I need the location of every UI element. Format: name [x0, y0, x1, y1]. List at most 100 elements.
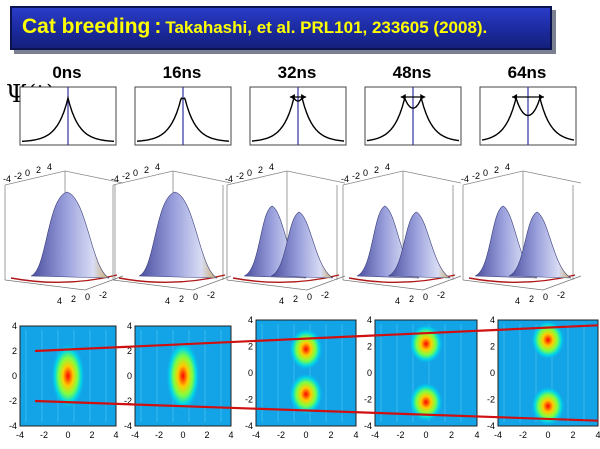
surface-top-tick: 4 [385, 162, 390, 172]
surface-box [462, 170, 582, 280]
heatmap-x-tick: -4 [252, 430, 260, 440]
heatmap-y-tick: -4 [245, 421, 253, 431]
heatmap-y-tick: -4 [364, 421, 372, 431]
heatmap-y-tick: 4 [248, 315, 253, 325]
surface-floor [226, 275, 346, 291]
heatmap-blob [51, 343, 85, 409]
heatmap-blob [409, 382, 443, 423]
profile-curve [366, 97, 460, 142]
heatmap-y-tick: 4 [127, 321, 132, 331]
heatmap-blob [166, 340, 200, 412]
fit-line-lower [34, 399, 599, 422]
surface-top-tick: -2 [236, 171, 244, 181]
heatmap-y-tick: -2 [245, 395, 253, 405]
surface-bottom-tick: 2 [529, 294, 534, 304]
surface-floor [112, 275, 232, 291]
heatmap-x-tick: 2 [570, 430, 575, 440]
surface-peak [138, 191, 218, 279]
heatmap-x-tick: 4 [113, 430, 118, 440]
surface-peak [30, 191, 110, 279]
surface-top-tick: -2 [122, 171, 130, 181]
heatmap-blob [531, 386, 565, 427]
time-label-2: 32ns [277, 63, 317, 82]
heatmap-panel-2: -4 -2 0 2 4 4 2 0 -2 -4 [245, 315, 359, 440]
heatmap-y-tick: -2 [487, 395, 495, 405]
surface-box [342, 170, 462, 280]
surface-bottom-tick: -2 [207, 290, 215, 300]
surface-top-tick: -4 [111, 174, 119, 184]
heatmap-x-tick: 2 [89, 430, 94, 440]
time-label-0: 0ns [52, 63, 82, 82]
heatmap-blob [409, 323, 443, 364]
surface-panel-0: -4 -2 0 2 44 2 0 -2 [3, 162, 124, 306]
heatmap-y-tick: 0 [367, 368, 372, 378]
heatmap-panel-4: -4 -2 0 2 4 4 2 0 -2 -4 [487, 315, 600, 440]
surface-bottom-tick: 0 [307, 292, 312, 302]
surface-top-tick: 2 [374, 165, 379, 175]
heatmap-y-tick: 0 [127, 371, 132, 381]
surface-bottom-tick: 0 [193, 292, 198, 302]
surface-bottom-tick: 4 [515, 296, 520, 306]
heatmap-y-tick: -4 [487, 421, 495, 431]
surface-panel-1: -4 -2 0 2 44 2 0 -2 [111, 162, 232, 306]
heatmap-y-tick: 0 [12, 371, 17, 381]
surface-top-tick: -4 [341, 174, 349, 184]
surface-peak [508, 211, 572, 279]
heatmap-x-tick: -2 [155, 430, 163, 440]
surface-bottom-tick: -2 [99, 290, 107, 300]
heatmap-y-tick: -2 [9, 396, 17, 406]
heatmap-x-tick: 4 [595, 430, 600, 440]
heatmap-x-tick: 0 [303, 430, 308, 440]
title-reference: Takahashi, et al. PRL101, 233605 (2008). [165, 18, 488, 37]
title-text: Cat breeding: Takahashi, et al. PRL101, 2… [22, 15, 487, 39]
heatmap-y-tick: -4 [9, 421, 17, 431]
surface-bottom-tick: 0 [423, 292, 428, 302]
surface-top-tick: 0 [133, 168, 138, 178]
surface-bottom-tick: 2 [293, 294, 298, 304]
heatmap-y-tick: 4 [490, 315, 495, 325]
title-main: Cat breeding [22, 15, 151, 38]
heatmap-blob [289, 327, 323, 371]
surface-top-tick: -2 [472, 171, 480, 181]
profile-panel-3 [364, 86, 462, 146]
surface-top-tick: -4 [3, 174, 11, 184]
heatmap-y-tick: -2 [124, 396, 132, 406]
surface-bottom-tick: 4 [279, 296, 284, 306]
title-separator: : [154, 15, 162, 38]
heatmap-y-tick: 0 [248, 368, 253, 378]
surface-panel-2: -4 -2 0 2 44 2 0 -2 [225, 162, 346, 306]
surface-bottom-tick: -2 [437, 290, 445, 300]
heatmap-x-tick: -2 [40, 430, 48, 440]
surface-floor [342, 275, 462, 291]
heatmap-y-tick: 2 [248, 342, 253, 352]
surface-bottom-tick: 2 [179, 294, 184, 304]
surface-top-tick: -2 [14, 171, 22, 181]
surface-top-tick: 4 [505, 162, 510, 172]
heatmap-panel-1: -4 -2 0 2 4 4 2 0 -2 -4 [124, 321, 234, 440]
heatmap-y-tick: 2 [12, 346, 17, 356]
fit-line-upper [34, 324, 599, 353]
heatmap-x-tick: 0 [65, 430, 70, 440]
profile-curve [22, 95, 114, 142]
heatmap-y-tick: -2 [364, 395, 372, 405]
profile-panel-0 [19, 86, 117, 146]
surface-panel-4: -4 -2 0 2 44 2 0 -2 [461, 162, 582, 306]
surface-bottom-tick: 4 [57, 296, 62, 306]
heatmap-x-tick: -4 [131, 430, 139, 440]
surface-top-tick: 2 [494, 165, 499, 175]
surface-top-tick: 2 [144, 165, 149, 175]
surface-top-tick: 0 [363, 168, 368, 178]
heatmap-x-tick: -4 [494, 430, 502, 440]
surface-bottom-tick: 4 [395, 296, 400, 306]
surface-box [112, 170, 232, 280]
surface-top-tick: 2 [36, 165, 41, 175]
heatmap-y-tick: 2 [127, 346, 132, 356]
heatmap-y-tick: 2 [490, 342, 495, 352]
surface-bottom-tick: 2 [71, 294, 76, 304]
profile-panel-1 [134, 86, 232, 146]
heatmap-x-tick: -2 [396, 430, 404, 440]
surface-top-tick: 0 [25, 168, 30, 178]
heatmap-x-tick: -2 [519, 430, 527, 440]
